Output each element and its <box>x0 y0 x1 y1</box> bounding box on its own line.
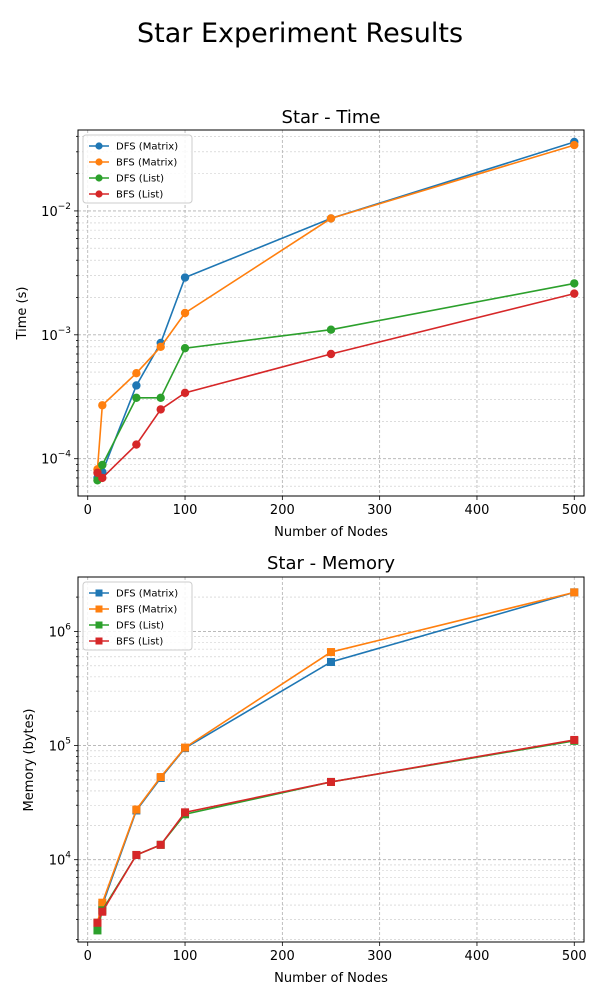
memory-point-bfs-list <box>98 907 107 916</box>
memory-point-bfs-list <box>327 777 335 786</box>
memory-legend-label: BFS (Matrix) <box>116 605 177 616</box>
memory-series-dfs-list <box>93 736 579 935</box>
time-point-bfs-matrix <box>156 342 165 352</box>
memory-point-bfs-matrix <box>156 773 165 782</box>
time-point-dfs-list <box>132 393 141 403</box>
memory-series-bfs-list <box>93 735 579 927</box>
memory-legend-box <box>82 581 193 651</box>
time-point-dfs-list <box>98 460 107 470</box>
memory-point-bfs-list <box>156 840 165 849</box>
memory-legend-marker <box>95 637 103 645</box>
memory-y-tick-label: 106 <box>49 622 72 640</box>
time-x-tick-label: 300 <box>367 503 392 518</box>
time-legend-marker <box>95 190 103 198</box>
time-chart-ylabel: Time (s) <box>15 287 30 341</box>
time-legend-label: DFS (Matrix) <box>116 142 178 153</box>
time-point-bfs-list <box>156 405 165 414</box>
time-point-bfs-matrix <box>132 368 141 378</box>
time-point-dfs-list <box>570 279 579 288</box>
memory-y-tick-label: 104 <box>49 851 72 869</box>
memory-x-tick-label: 0 <box>84 949 92 964</box>
memory-y-tick-label: 105 <box>49 737 71 755</box>
time-legend: DFS (Matrix) BFS (Matrix) DFS (List) BFS (L… <box>82 134 193 204</box>
time-legend-box <box>82 134 193 204</box>
memory-legend-label: BFS (List) <box>116 637 163 648</box>
time-point-dfs-list <box>156 393 165 403</box>
time-point-dfs-list <box>326 325 336 334</box>
time-legend-label: BFS (Matrix) <box>116 158 177 169</box>
memory-legend-label: DFS (Matrix) <box>116 589 178 600</box>
time-series-dfs-list <box>93 279 579 485</box>
memory-x-tick-label: 400 <box>465 949 490 964</box>
figure-title: Star Experiment Results <box>137 18 463 49</box>
memory-legend: DFS (Matrix) BFS (Matrix) DFS (List) BFS (L… <box>82 581 193 651</box>
memory-x-tick-label: 100 <box>173 949 198 964</box>
time-x-tick-label: 500 <box>562 503 587 518</box>
time-y-tick-label: 10−3 <box>41 326 71 344</box>
time-point-bfs-list <box>570 289 579 298</box>
memory-legend-marker <box>95 589 103 597</box>
memory-chart-title: Star - Memory <box>267 553 395 574</box>
memory-point-bfs-matrix <box>132 805 141 814</box>
time-x-tick-label: 400 <box>465 503 490 518</box>
time-legend-marker <box>95 158 103 166</box>
time-x-tick-label: 0 <box>84 503 92 518</box>
memory-point-bfs-list <box>181 808 190 817</box>
memory-x-tick-label: 500 <box>562 949 587 964</box>
time-point-bfs-list <box>132 440 141 449</box>
memory-point-bfs-matrix <box>98 898 107 907</box>
memory-chart-xlabel: Number of Nodes <box>274 971 388 986</box>
time-x-tick-label: 100 <box>173 503 198 518</box>
time-x-tick-label: 200 <box>270 503 295 518</box>
time-chart-panel: Star - Time Number of Nodes Time (s) 10−… <box>15 107 587 540</box>
time-point-bfs-matrix <box>180 308 190 318</box>
memory-point-bfs-list <box>93 918 102 927</box>
time-legend-label: DFS (List) <box>116 174 164 185</box>
time-chart-title: Star - Time <box>282 107 381 128</box>
time-point-bfs-matrix <box>326 214 336 223</box>
memory-legend-label: DFS (List) <box>116 621 164 632</box>
memory-chart-panel: Star - Memory Number of Nodes Memory (by… <box>22 553 587 986</box>
time-point-dfs-matrix <box>180 273 190 282</box>
time-series-bfs-list <box>93 289 579 483</box>
memory-plot-frame <box>77 576 585 943</box>
memory-legend-marker <box>95 605 103 613</box>
time-y-tick-label: 10−4 <box>41 450 71 468</box>
memory-x-tick-label: 300 <box>367 949 392 964</box>
time-point-bfs-list <box>98 473 107 483</box>
time-line-dfs-list <box>96 282 575 481</box>
time-legend-marker <box>95 174 103 182</box>
memory-point-bfs-list <box>570 735 579 744</box>
memory-point-bfs-matrix <box>181 743 190 752</box>
time-y-tick-label: 10−2 <box>41 202 71 220</box>
time-point-dfs-matrix <box>132 381 141 390</box>
memory-legend-marker <box>95 621 103 629</box>
time-plot-frame <box>77 129 585 497</box>
time-chart-xlabel: Number of Nodes <box>274 525 388 540</box>
time-legend-marker <box>95 142 103 150</box>
memory-point-bfs-matrix <box>570 588 579 597</box>
time-point-dfs-list <box>180 343 190 353</box>
memory-point-bfs-matrix <box>327 648 335 657</box>
time-point-bfs-matrix <box>570 140 579 150</box>
time-point-bfs-matrix <box>98 401 107 410</box>
memory-point-dfs-matrix <box>327 657 335 666</box>
memory-line-dfs-list <box>96 740 575 931</box>
time-point-bfs-list <box>180 388 190 398</box>
memory-x-tick-label: 200 <box>270 949 295 964</box>
memory-point-dfs-list <box>93 926 102 935</box>
time-point-bfs-list <box>326 349 336 359</box>
time-legend-label: BFS (List) <box>116 190 163 201</box>
memory-point-bfs-list <box>132 850 141 859</box>
memory-chart-ylabel: Memory (bytes) <box>22 709 37 812</box>
